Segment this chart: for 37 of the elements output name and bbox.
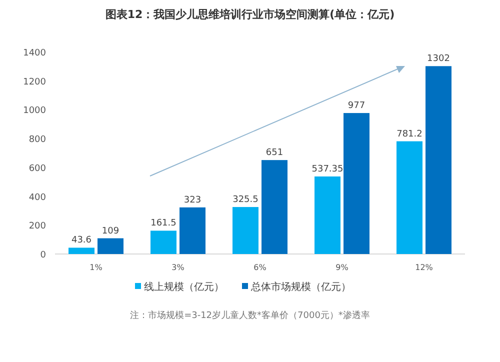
data-label: 161.5 (150, 218, 176, 229)
bar (344, 113, 370, 254)
bar (396, 141, 422, 254)
x-tick-label: 6% (254, 263, 267, 272)
data-label: 325.5 (232, 195, 258, 206)
y-tick-label: 1400 (23, 48, 46, 58)
bar (262, 160, 288, 254)
y-tick-label: 0 (40, 250, 46, 260)
data-label: 977 (348, 101, 366, 112)
legend-label: 总体市场规模（亿元） (250, 281, 351, 293)
data-label: 323 (184, 195, 202, 206)
data-label: 1302 (427, 54, 450, 64)
bar (150, 230, 176, 254)
legend-label: 线上规模（亿元） (144, 281, 224, 293)
bar (426, 66, 452, 254)
y-tick-label: 800 (28, 135, 46, 146)
x-tick-label: 3% (172, 263, 185, 272)
data-label: 43.6 (71, 236, 92, 246)
bar (232, 207, 258, 254)
x-tick-label: 12% (415, 263, 434, 272)
bar (180, 207, 206, 254)
chart-title: 图表12：我国少儿思维培训行业市场空间测算(单位：亿元) (105, 8, 395, 21)
y-tick-label: 600 (28, 164, 46, 174)
y-tick-label: 200 (28, 222, 46, 232)
y-tick-label: 1000 (23, 106, 46, 116)
bar (98, 238, 124, 254)
data-label: 781.2 (396, 129, 422, 140)
data-label: 109 (102, 226, 120, 236)
bar (68, 248, 94, 254)
x-tick-label: 9% (336, 263, 349, 272)
data-label: 651 (266, 148, 284, 158)
y-tick-label: 1200 (23, 77, 46, 88)
data-label: 537.35 (312, 164, 344, 174)
x-tick-label: 1% (90, 263, 103, 272)
text: 注：市场规模=3-12岁儿童人数*客单价（7000元）*渗透率 (130, 310, 370, 321)
bar (314, 176, 340, 254)
y-tick-label: 400 (28, 192, 46, 203)
